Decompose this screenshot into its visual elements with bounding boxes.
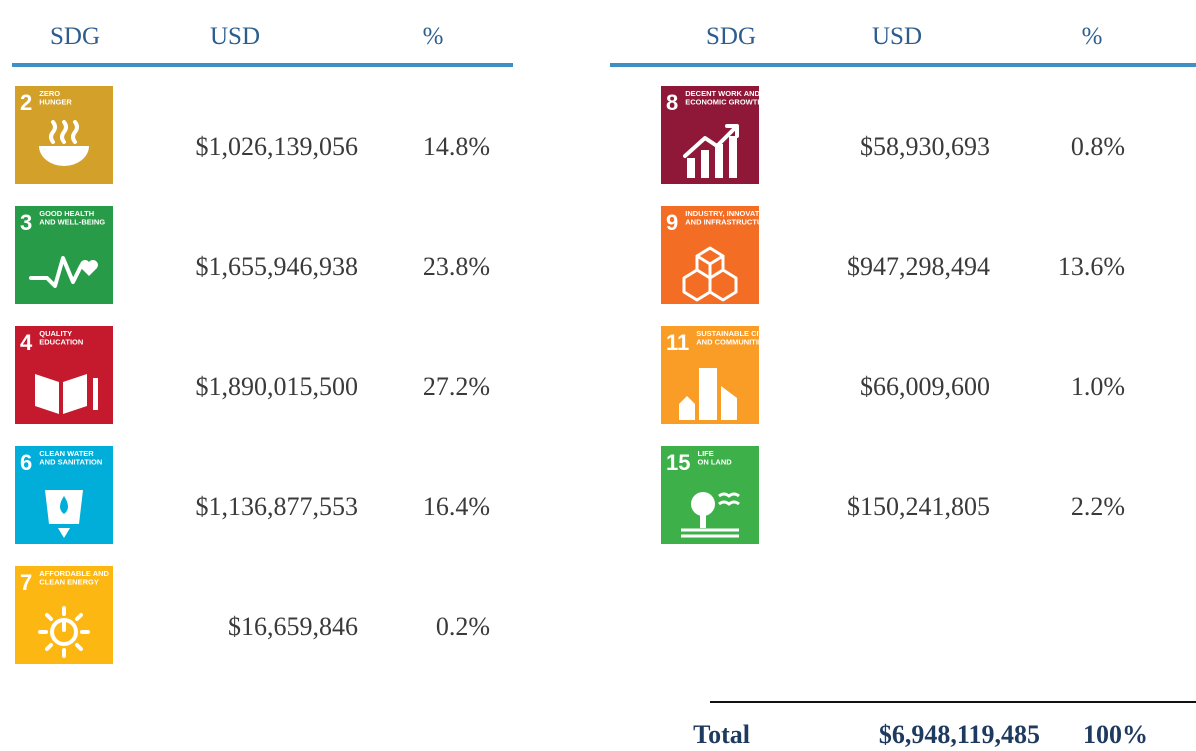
sdg-label: HUNGER — [39, 98, 72, 107]
icon — [39, 146, 89, 166]
usd-value: $58,930,693 — [860, 132, 990, 161]
icon — [681, 492, 740, 538]
sdg-label: CLEAN ENERGY — [39, 578, 99, 587]
total-pct: 100% — [1083, 720, 1148, 749]
sdg-label: LIFE — [697, 449, 713, 458]
usd-value: $150,241,805 — [847, 492, 990, 521]
sdg-number: 11 — [666, 330, 689, 355]
icon — [682, 246, 738, 302]
sdg-label: EDUCATION — [39, 338, 83, 347]
sdg-number: 6 — [20, 450, 32, 475]
pct-value: 27.2% — [423, 372, 490, 401]
pct-value: 2.2% — [1071, 492, 1125, 521]
sdg-label: SUSTAINABLE CITIES — [696, 329, 775, 338]
pct-value: 1.0% — [1071, 372, 1125, 401]
sdg-number: 4 — [20, 330, 33, 355]
column-header: % — [423, 23, 444, 50]
icon — [29, 256, 83, 288]
pct-value: 23.8% — [423, 252, 490, 281]
usd-value: $947,298,494 — [847, 252, 990, 281]
column-header: SDG — [50, 23, 100, 50]
icon — [49, 120, 79, 144]
pct-value: 0.2% — [436, 612, 490, 641]
icon — [683, 124, 739, 158]
icon — [691, 492, 715, 516]
sdg-label: GOOD HEALTH — [39, 209, 94, 218]
icon — [679, 368, 737, 420]
sdg-label: QUALITY — [39, 329, 72, 338]
sdg-label: DECENT WORK AND — [685, 89, 760, 98]
pct-value: 16.4% — [423, 492, 490, 521]
total-label: Total — [693, 720, 750, 749]
usd-value: $66,009,600 — [860, 372, 990, 401]
sdg-label: AND SANITATION — [39, 458, 102, 467]
icon — [60, 496, 68, 514]
pct-value: 13.6% — [1058, 252, 1125, 281]
tile-background — [661, 86, 759, 184]
icon — [38, 606, 90, 658]
sdg-number: 15 — [666, 450, 690, 475]
sdg-number: 7 — [20, 570, 32, 595]
pct-value: 14.8% — [423, 132, 490, 161]
usd-value: $1,026,139,056 — [196, 132, 359, 161]
pct-value: 0.8% — [1071, 132, 1125, 161]
sdg-number: 9 — [666, 210, 678, 235]
column-header: SDG — [706, 23, 756, 50]
sdg-label: INDUSTRY, INNOVATION — [685, 209, 772, 218]
icon — [700, 512, 706, 528]
sdg-label: AND COMMUNITIES — [696, 338, 768, 347]
sdg-label: AFFORDABLE AND — [39, 569, 109, 578]
sdg-label: AND INFRASTRUCTURE — [685, 218, 773, 227]
column-header: % — [1082, 23, 1103, 50]
column-header: USD — [872, 23, 922, 50]
sdg-label: ZERO — [39, 89, 60, 98]
sdg-number: 3 — [20, 210, 32, 235]
sdg-label: AND WELL-BEING — [39, 218, 105, 227]
icon — [80, 260, 98, 276]
usd-value: $16,659,846 — [228, 612, 358, 641]
icon — [93, 378, 98, 410]
icon — [35, 374, 87, 414]
total-usd: $6,948,119,485 — [879, 720, 1040, 749]
sdg-label: ON LAND — [697, 458, 732, 467]
tile-background — [15, 206, 113, 304]
usd-value: $1,890,015,500 — [196, 372, 359, 401]
icon — [58, 528, 70, 538]
sdg-label: ECONOMIC GROWTH — [685, 98, 763, 107]
usd-value: $1,136,877,553 — [196, 492, 359, 521]
column-header: USD — [210, 23, 260, 50]
usd-value: $1,655,946,938 — [196, 252, 359, 281]
sdg-number: 2 — [20, 90, 32, 115]
sdg-number: 8 — [666, 90, 678, 115]
icon — [687, 136, 737, 178]
sdg-label: CLEAN WATER — [39, 449, 94, 458]
